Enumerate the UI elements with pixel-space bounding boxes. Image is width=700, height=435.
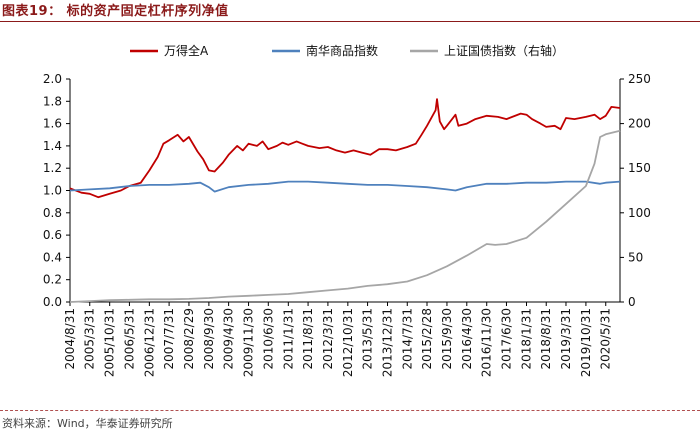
legend-label-2: 南华商品指数	[306, 43, 378, 58]
title-divider	[0, 21, 700, 22]
x-tick-label: 2004/8/31	[63, 308, 77, 370]
x-tick-label: 2016/4/30	[460, 308, 474, 370]
x-tick-label: 2008/2/29	[182, 308, 196, 370]
x-tick-label: 2014/7/31	[400, 308, 414, 370]
source-divider	[0, 410, 700, 411]
left-tick-label: 0.4	[43, 250, 62, 264]
x-tick-label: 2005/10/31	[103, 308, 117, 377]
x-tick-label: 2005/3/31	[83, 308, 97, 370]
x-tick-label: 2013/5/31	[361, 308, 375, 370]
x-tick-label: 2011/1/31	[281, 308, 295, 370]
x-tick-label: 2016/11/30	[480, 308, 494, 377]
x-tick-label: 2011/8/31	[301, 308, 315, 370]
chart-legend: 万得全A 南华商品指数 上证国债指数（右轴）	[130, 43, 564, 58]
right-tick-label: 200	[628, 117, 651, 131]
left-tick-label: 1.0	[43, 184, 62, 198]
x-tick-label: 2018/8/31	[539, 308, 553, 370]
left-tick-label: 0.0	[43, 295, 62, 309]
x-tick-label: 2020/5/31	[599, 308, 613, 370]
legend-label-1: 万得全A	[164, 43, 209, 58]
line-chart: 万得全A 南华商品指数 上证国债指数（右轴） 0.0 0.2 0.4 0.6 0.8 1.0 1…	[43, 43, 651, 377]
right-tick-label: 250	[628, 72, 651, 86]
figure-title: 图表19： 标的资产固定杠杆序列净值	[2, 4, 229, 19]
x-tick-label: 2012/10/31	[341, 308, 355, 377]
legend-label-3: 上证国债指数（右轴）	[444, 43, 564, 58]
left-tick-label: 1.8	[43, 94, 62, 108]
x-tick-label: 2017/6/30	[499, 308, 513, 370]
right-tick-label: 0	[628, 295, 636, 309]
x-tick-label: 2008/9/30	[202, 308, 216, 370]
left-tick-label: 2.0	[43, 72, 62, 86]
x-tick-label: 2012/3/31	[321, 308, 335, 370]
chart-series	[69, 98, 621, 303]
left-tick-label: 0.2	[43, 273, 62, 287]
x-tick-label: 2009/11/30	[242, 308, 256, 377]
x-tick-label: 2006/12/31	[142, 308, 156, 377]
chart-axes: 0.0 0.2 0.4 0.6 0.8 1.0 1.2 1.4 1.6 1.8 2.0 0 50 100 1…	[43, 72, 651, 377]
x-tick-label: 2006/5/31	[122, 308, 136, 370]
x-tick-label: 2015/2/28	[420, 308, 434, 370]
x-tick-label: 2013/12/31	[381, 308, 395, 377]
source-note: 资料来源：Wind，华泰证券研究所	[2, 417, 173, 430]
x-tick-label: 2007/7/31	[162, 308, 176, 370]
right-tick-label: 50	[628, 250, 643, 264]
right-tick-label: 100	[628, 206, 651, 220]
x-tick-label: 2019/3/31	[559, 308, 573, 370]
series-line-3	[69, 129, 621, 303]
left-tick-label: 0.8	[43, 206, 62, 220]
x-tick-label: 2015/9/30	[440, 308, 454, 370]
left-tick-label: 1.2	[43, 161, 62, 175]
x-tick-label: 2010/6/30	[261, 308, 275, 370]
x-tick-label: 2009/4/30	[222, 308, 236, 370]
series-line-1	[69, 98, 621, 199]
left-tick-label: 1.6	[43, 117, 62, 131]
x-tick-label: 2018/1/31	[519, 308, 533, 370]
left-tick-label: 0.6	[43, 228, 62, 242]
left-tick-label: 1.4	[43, 139, 62, 153]
right-tick-label: 150	[628, 161, 651, 175]
x-tick-label: 2019/10/31	[579, 308, 593, 377]
series-line-2	[69, 180, 621, 193]
